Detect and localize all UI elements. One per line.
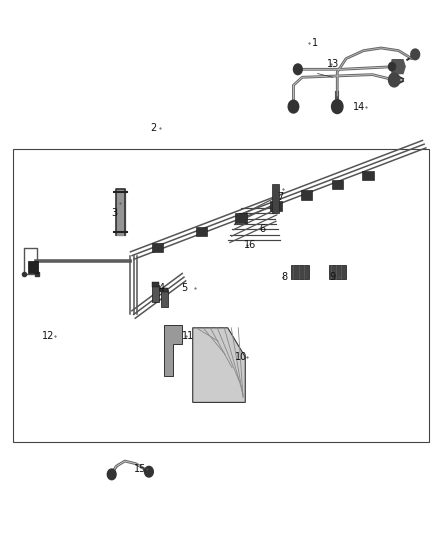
Bar [152,285,159,302]
Text: 14: 14 [353,102,365,111]
Bar [272,184,279,213]
Text: 8: 8 [282,272,288,282]
Polygon shape [193,328,245,402]
Bar [152,282,159,287]
Polygon shape [392,60,405,74]
Circle shape [411,49,420,60]
Bar [270,201,282,211]
Polygon shape [116,189,125,235]
Text: 3: 3 [111,208,117,218]
Text: 6: 6 [260,224,266,234]
Bar [332,180,343,189]
Bar [161,290,168,307]
Bar [160,288,168,292]
Polygon shape [164,325,182,376]
Bar [362,171,374,180]
Text: 12: 12 [42,331,54,341]
Text: 7: 7 [277,192,283,202]
Text: 15: 15 [134,464,146,474]
Text: 16: 16 [244,240,256,250]
Text: 5: 5 [181,283,187,293]
Circle shape [389,73,400,87]
Text: 11: 11 [182,331,194,341]
Text: 13: 13 [327,59,339,69]
Bar [196,227,207,236]
Text: 2: 2 [150,123,156,133]
Bar [328,265,346,279]
Circle shape [332,100,343,114]
Text: 4: 4 [159,283,165,293]
Circle shape [293,64,302,75]
Circle shape [288,100,299,113]
Circle shape [107,469,116,480]
Text: 1: 1 [312,38,318,47]
Text: 9: 9 [330,272,336,282]
Bar [13,149,429,442]
Bar [291,265,309,279]
Circle shape [145,466,153,477]
Bar [301,190,312,200]
Bar [28,261,38,273]
Bar [235,213,247,223]
Text: 10: 10 [235,352,247,362]
Bar [152,243,163,252]
Circle shape [389,62,396,71]
